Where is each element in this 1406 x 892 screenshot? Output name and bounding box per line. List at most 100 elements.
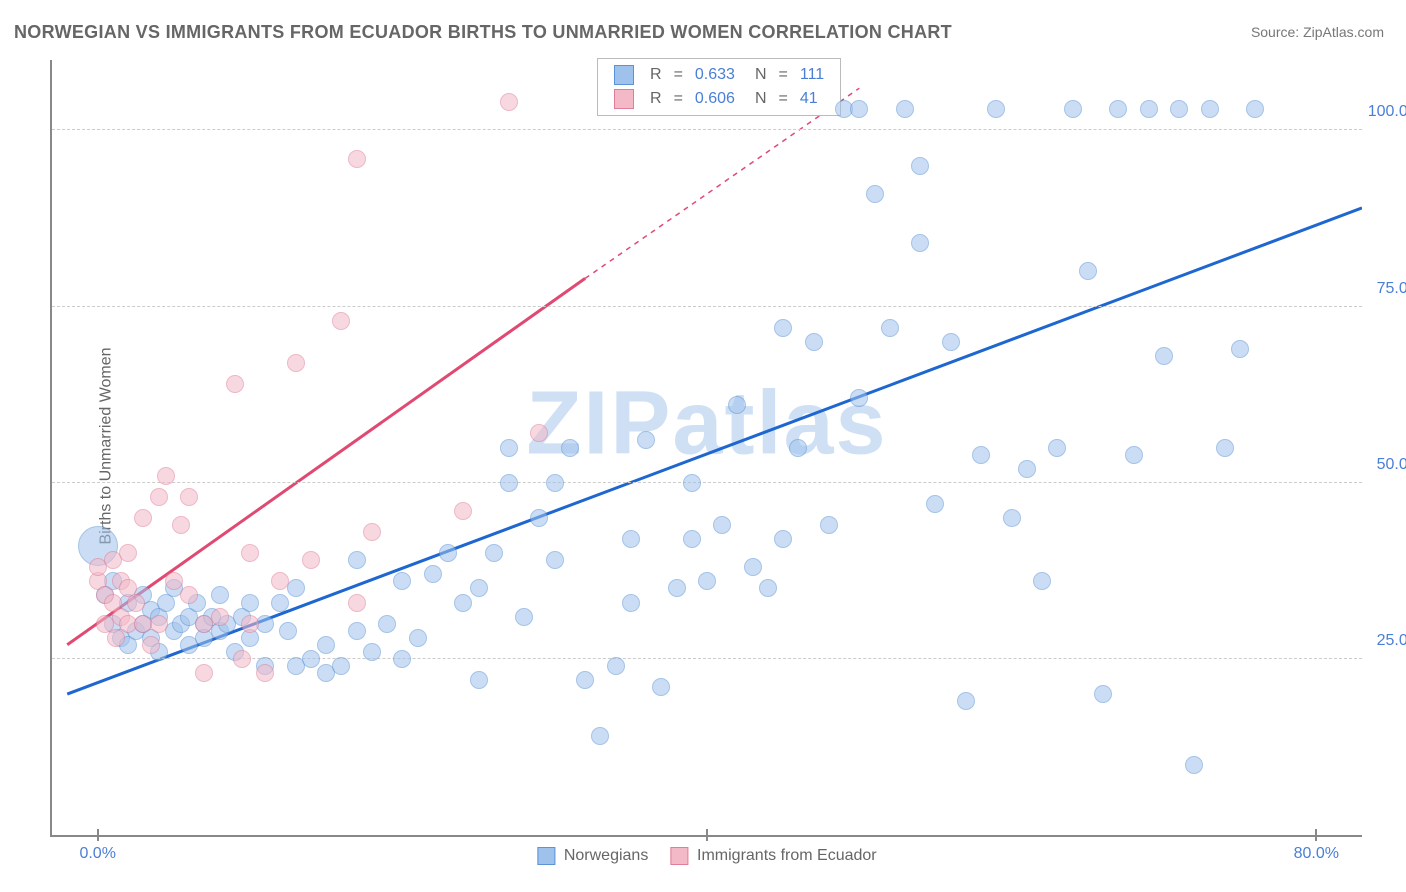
x-tick-mark xyxy=(706,829,708,841)
data-point-norwegians xyxy=(911,157,929,175)
data-point-norwegians xyxy=(393,572,411,590)
data-point-norwegians xyxy=(515,608,533,626)
swatch-norwegians xyxy=(614,65,634,85)
data-point-norwegians xyxy=(942,333,960,351)
data-point-norwegians xyxy=(424,565,442,583)
series-legend: Norwegians Immigrants from Ecuador xyxy=(537,847,876,865)
data-point-norwegians xyxy=(348,551,366,569)
data-point-norwegians xyxy=(470,671,488,689)
data-point-norwegians xyxy=(241,594,259,612)
data-point-norwegians xyxy=(622,530,640,548)
data-point-norwegians xyxy=(1033,572,1051,590)
data-point-norwegians xyxy=(607,657,625,675)
y-tick-label: 25.0% xyxy=(1377,632,1406,650)
y-tick-label: 75.0% xyxy=(1377,280,1406,298)
data-point-norwegians xyxy=(652,678,670,696)
data-point-ecuador xyxy=(233,650,251,668)
data-point-norwegians xyxy=(1170,100,1188,118)
data-point-norwegians xyxy=(987,100,1005,118)
data-point-norwegians xyxy=(728,396,746,414)
data-point-norwegians xyxy=(1155,347,1173,365)
watermark: ZIPatlas xyxy=(526,373,887,476)
data-point-norwegians xyxy=(348,622,366,640)
data-point-norwegians xyxy=(1064,100,1082,118)
correlation-chart: NORWEGIAN VS IMMIGRANTS FROM ECUADOR BIR… xyxy=(0,0,1406,892)
data-point-norwegians xyxy=(393,650,411,668)
data-point-norwegians xyxy=(561,439,579,457)
chart-title: NORWEGIAN VS IMMIGRANTS FROM ECUADOR BIR… xyxy=(14,22,952,43)
data-point-norwegians xyxy=(668,579,686,597)
y-tick-label: 100.0% xyxy=(1368,103,1406,121)
r-label: R xyxy=(650,66,662,83)
data-point-norwegians xyxy=(1201,100,1219,118)
data-point-norwegians xyxy=(500,439,518,457)
data-point-norwegians xyxy=(332,657,350,675)
data-point-norwegians xyxy=(683,474,701,492)
data-point-norwegians xyxy=(820,516,838,534)
x-tick-label: 0.0% xyxy=(79,845,115,863)
data-point-ecuador xyxy=(165,572,183,590)
stats-legend: R = 0.633 N = 111 R = 0.606 N = 41 xyxy=(597,58,841,116)
data-point-norwegians xyxy=(1125,446,1143,464)
data-point-norwegians xyxy=(363,643,381,661)
data-point-ecuador xyxy=(180,586,198,604)
data-point-norwegians xyxy=(485,544,503,562)
data-point-ecuador xyxy=(195,664,213,682)
data-point-norwegians xyxy=(1246,100,1264,118)
data-point-norwegians xyxy=(530,509,548,527)
data-point-norwegians xyxy=(378,615,396,633)
data-point-norwegians xyxy=(744,558,762,576)
data-point-norwegians xyxy=(850,389,868,407)
data-point-norwegians xyxy=(591,727,609,745)
swatch-ecuador-icon xyxy=(671,847,689,865)
data-point-norwegians xyxy=(881,319,899,337)
data-point-ecuador xyxy=(500,93,518,111)
data-point-ecuador xyxy=(142,636,160,654)
stats-row-norwegians: R = 0.633 N = 111 xyxy=(608,63,830,87)
chart-source: Source: ZipAtlas.com xyxy=(1251,24,1384,40)
data-point-ecuador xyxy=(134,509,152,527)
data-point-norwegians xyxy=(972,446,990,464)
data-point-ecuador xyxy=(211,608,229,626)
data-point-norwegians xyxy=(896,100,914,118)
x-tick-mark xyxy=(1315,829,1317,841)
data-point-norwegians xyxy=(1231,340,1249,358)
data-point-norwegians xyxy=(805,333,823,351)
data-point-ecuador xyxy=(172,516,190,534)
data-point-norwegians xyxy=(576,671,594,689)
data-point-norwegians xyxy=(279,622,297,640)
gridline xyxy=(52,306,1362,307)
trendline-ext-ecuador xyxy=(585,88,859,278)
legend-label-norwegians: Norwegians xyxy=(564,847,648,864)
data-point-norwegians xyxy=(789,439,807,457)
data-point-norwegians xyxy=(500,474,518,492)
data-point-norwegians xyxy=(271,594,289,612)
data-point-norwegians xyxy=(774,530,792,548)
data-point-ecuador xyxy=(241,615,259,633)
data-point-norwegians xyxy=(1216,439,1234,457)
data-point-ecuador xyxy=(348,594,366,612)
data-point-ecuador xyxy=(454,502,472,520)
data-point-norwegians xyxy=(1079,262,1097,280)
n-value-ecuador: 41 xyxy=(794,87,830,111)
data-point-norwegians xyxy=(1109,100,1127,118)
data-point-norwegians xyxy=(1048,439,1066,457)
data-point-norwegians xyxy=(317,636,335,654)
data-point-ecuador xyxy=(157,467,175,485)
data-point-norwegians xyxy=(683,530,701,548)
gridline xyxy=(52,482,1362,483)
data-point-ecuador xyxy=(119,544,137,562)
data-point-ecuador xyxy=(150,488,168,506)
data-point-ecuador xyxy=(287,354,305,372)
trend-lines xyxy=(52,60,1362,835)
data-point-ecuador xyxy=(530,424,548,442)
data-point-norwegians xyxy=(713,516,731,534)
data-point-norwegians xyxy=(698,572,716,590)
swatch-norwegians-icon xyxy=(537,847,555,865)
r-value-norwegians: 0.633 xyxy=(689,63,741,87)
data-point-norwegians xyxy=(957,692,975,710)
data-point-ecuador xyxy=(271,572,289,590)
data-point-norwegians xyxy=(759,579,777,597)
data-point-ecuador xyxy=(256,664,274,682)
stats-row-ecuador: R = 0.606 N = 41 xyxy=(608,87,830,111)
